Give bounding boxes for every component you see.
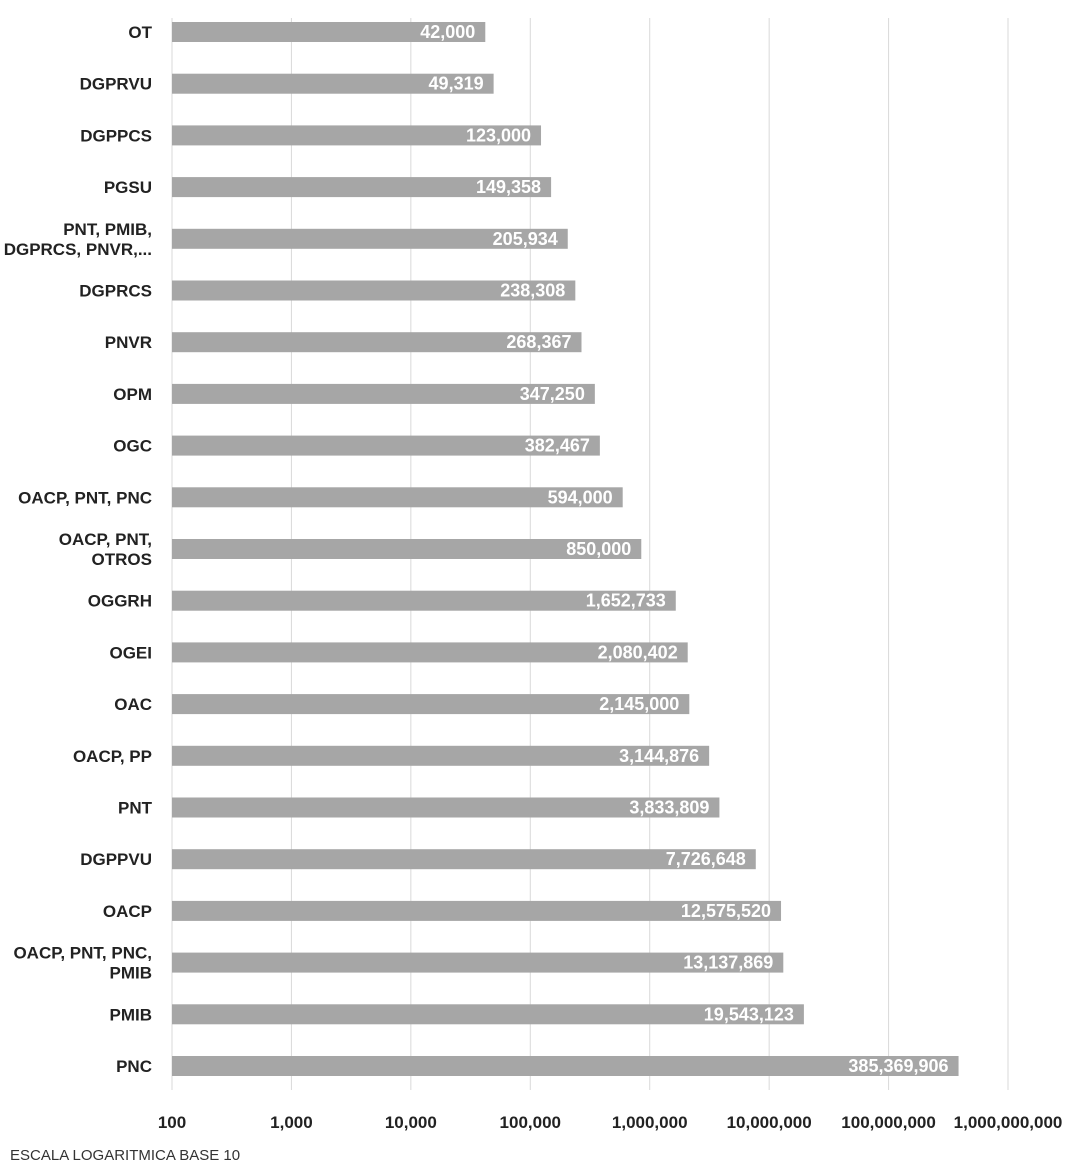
bar — [172, 125, 542, 146]
category-label: OACP, PNT, PNC, PMIB — [13, 944, 152, 983]
bar — [172, 745, 710, 766]
bar-value-label: 13,137,869 — [683, 953, 773, 973]
category-label: PNVR — [105, 333, 152, 352]
category-label: OAC — [114, 695, 152, 714]
bar — [172, 1004, 804, 1025]
bar — [172, 487, 623, 508]
x-tick-label: 100 — [158, 1113, 186, 1132]
category-label: OT — [128, 23, 152, 42]
bar-value-label: 2,080,402 — [598, 642, 678, 662]
data-labels: 42,000 49,319 123,000 149,358 205,934 238,308… — [420, 22, 948, 1076]
bar-value-label: 19,543,123 — [704, 1004, 794, 1024]
bar — [172, 952, 784, 973]
bar-value-label: 347,250 — [520, 384, 585, 404]
bar-value-label: 2,145,000 — [599, 694, 679, 714]
bar-value-label: 3,144,876 — [619, 746, 699, 766]
bar-value-label: 238,308 — [500, 281, 565, 301]
category-label: PNT — [118, 799, 153, 818]
bar-value-label: 850,000 — [566, 539, 631, 559]
bar-value-label: 42,000 — [420, 22, 475, 42]
bar — [172, 228, 568, 249]
bars — [172, 22, 959, 1076]
bar — [172, 435, 600, 456]
x-tick-label: 1,000 — [270, 1113, 313, 1132]
bar-value-label: 382,467 — [525, 436, 590, 456]
category-label: PMIB — [110, 1005, 153, 1024]
bar-value-label: 49,319 — [429, 74, 484, 94]
x-tick-label: 100,000,000 — [841, 1113, 936, 1132]
category-label: OACP, PP — [73, 747, 152, 766]
category-label: OACP, PNT, OTROS — [59, 530, 152, 569]
bar — [172, 22, 486, 42]
category-label: DGPRCS — [79, 282, 152, 301]
bar-value-label: 149,358 — [476, 177, 541, 197]
bar — [172, 694, 690, 715]
bar-value-label: 1,652,733 — [586, 591, 666, 611]
x-tick-label: 100,000 — [500, 1113, 561, 1132]
category-label: DGPPVU — [80, 850, 152, 869]
bar-value-label: 7,726,648 — [666, 849, 746, 869]
category-label: PNT, PMIB, DGPRCS, PNVR,... — [4, 220, 152, 259]
category-label: OGEI — [109, 643, 152, 662]
bar-value-label: 268,367 — [506, 332, 571, 352]
bar-value-label: 594,000 — [548, 487, 613, 507]
bar-value-label: 385,369,906 — [848, 1056, 948, 1076]
x-tick-label: 1,000,000,000 — [954, 1113, 1063, 1132]
bar-value-label: 3,833,809 — [629, 798, 709, 818]
category-label: OACP, PNT, PNC — [18, 488, 152, 507]
category-label: DGPRVU — [80, 75, 152, 94]
bar — [172, 280, 576, 301]
x-tick-label: 10,000,000 — [727, 1113, 812, 1132]
category-label: OACP — [103, 902, 152, 921]
bar — [172, 1056, 959, 1076]
category-label: PNC — [116, 1057, 152, 1076]
bar — [172, 849, 756, 870]
category-labels: OT DGPRVU DGPPCS PGSU PNT, PMIB, DGPRCS, PNVR… — [4, 23, 153, 1076]
bar — [172, 332, 582, 353]
x-tick-label: 1,000,000 — [612, 1113, 688, 1132]
bar — [172, 590, 676, 611]
category-label: OGGRH — [88, 592, 152, 611]
bar — [172, 383, 595, 404]
bar-value-label: 205,934 — [493, 229, 558, 249]
bar-chart: 42,000 49,319 123,000 149,358 205,934 238,308… — [4, 18, 1063, 1132]
x-axis-tick-labels: 100 1,000 10,000 100,000 1,000,000 10,000,000… — [158, 1113, 1063, 1132]
category-label: PGSU — [104, 178, 152, 197]
category-label: OGC — [113, 437, 152, 456]
bar — [172, 73, 494, 94]
bar — [172, 900, 782, 921]
category-label: OPM — [113, 385, 152, 404]
bar — [172, 642, 688, 663]
bar — [172, 797, 720, 818]
bar — [172, 177, 552, 198]
x-tick-label: 10,000 — [385, 1113, 437, 1132]
scale-footnote: ESCALA LOGARITMICA BASE 10 — [10, 1147, 241, 1164]
bar-value-label: 12,575,520 — [681, 901, 771, 921]
bar-value-label: 123,000 — [466, 125, 531, 145]
category-label: DGPPCS — [80, 126, 152, 145]
bar — [172, 539, 642, 559]
